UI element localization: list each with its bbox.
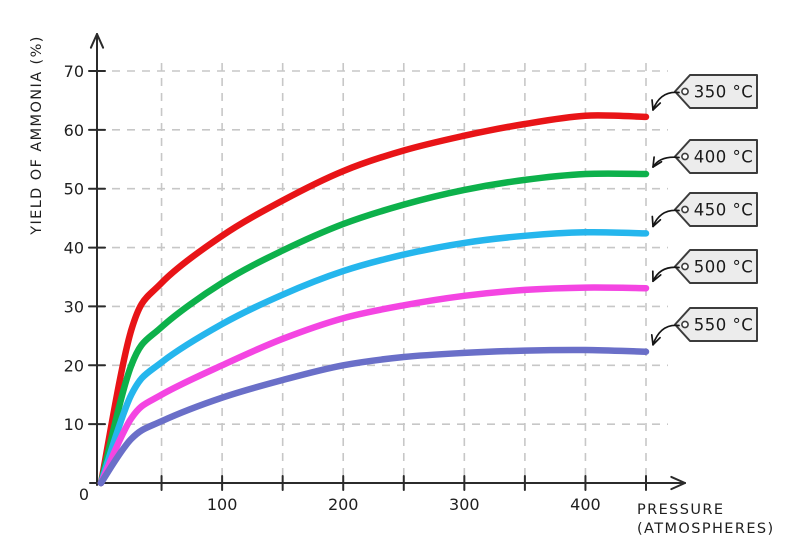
tag-arrow: [652, 266, 680, 283]
y-tick-label-10: 10: [64, 415, 84, 434]
tag-label: 550 °C: [694, 316, 754, 335]
tag-shape: [674, 139, 758, 174]
tag-arrowhead: [652, 156, 655, 168]
tag-shape: [674, 74, 758, 109]
legend-tag-550c: 550 °C: [650, 307, 758, 346]
curve-400c: [97, 170, 650, 487]
legend-tags: 350 °C 400 °C 450 °C 500 °C 550 °C: [650, 74, 758, 346]
y-tick-label-60: 60: [64, 121, 84, 140]
axis-arrowhead: [670, 482, 686, 491]
tag-arrowhead: [652, 102, 662, 111]
tag-arrowhead: [651, 99, 654, 111]
x-tick-label-100: 100: [207, 495, 238, 514]
tag-label: 350 °C: [694, 83, 754, 102]
y-tick-label-50: 50: [64, 180, 84, 199]
gridlines: [97, 63, 668, 483]
tag-shape: [674, 192, 758, 227]
tag-arrow: [652, 91, 680, 111]
tick-labels: 10 20 30 40 50 60 70 100 200 300 400 0: [64, 62, 601, 514]
legend-tag-450c: 450 °C: [651, 192, 758, 228]
y-axis-title: YIELD OF AMMONIA (%): [29, 35, 45, 236]
tag-shape: [674, 249, 758, 284]
tag-hole: [681, 152, 689, 161]
tag-arrowhead: [651, 215, 654, 228]
axes: [88, 33, 686, 491]
x-axis-title: PRESSURE (ATMOSPHERES): [637, 502, 775, 537]
tag-label: 450 °C: [694, 201, 754, 220]
curve-450c: [97, 228, 650, 487]
y-tick-label-20: 20: [64, 356, 84, 375]
curve-550c: [97, 346, 650, 487]
tag-label: 500 °C: [694, 258, 754, 277]
tag-hole: [681, 205, 689, 214]
tag-arrowhead: [652, 218, 662, 228]
tag-label: 400 °C: [694, 148, 754, 167]
curves: [97, 112, 650, 487]
curve-350c: [97, 112, 650, 487]
tag-arrow: [652, 209, 680, 228]
legend-tag-500c: 500 °C: [651, 249, 758, 284]
tag-arrow: [652, 324, 680, 346]
tag-shape: [674, 307, 758, 342]
legend-tag-350c: 350 °C: [651, 74, 758, 111]
axis-arrowhead: [96, 33, 105, 49]
y-tick-label-30: 30: [64, 297, 84, 316]
x-tick-label-300: 300: [449, 495, 480, 514]
tag-arrowhead: [652, 160, 663, 168]
legend-tag-400c: 400 °C: [652, 139, 758, 174]
y-tick-label-70: 70: [64, 62, 84, 81]
axis-arrowhead: [89, 33, 98, 49]
y-axis: [88, 33, 106, 486]
axis-arrowhead: [670, 475, 686, 484]
origin-label: 0: [79, 485, 89, 504]
x-tick-label-200: 200: [328, 495, 359, 514]
tag-hole: [681, 262, 689, 271]
tag-arrowhead: [652, 336, 661, 346]
tag-arrowhead: [650, 333, 654, 346]
x-tick-label-400: 400: [570, 495, 601, 514]
x-axis: [89, 475, 686, 491]
tag-arrowhead: [652, 274, 662, 283]
tag-hole: [681, 87, 689, 96]
y-tick-label-40: 40: [64, 239, 84, 258]
tag-hole: [681, 320, 689, 329]
curve-500c: [97, 284, 650, 487]
